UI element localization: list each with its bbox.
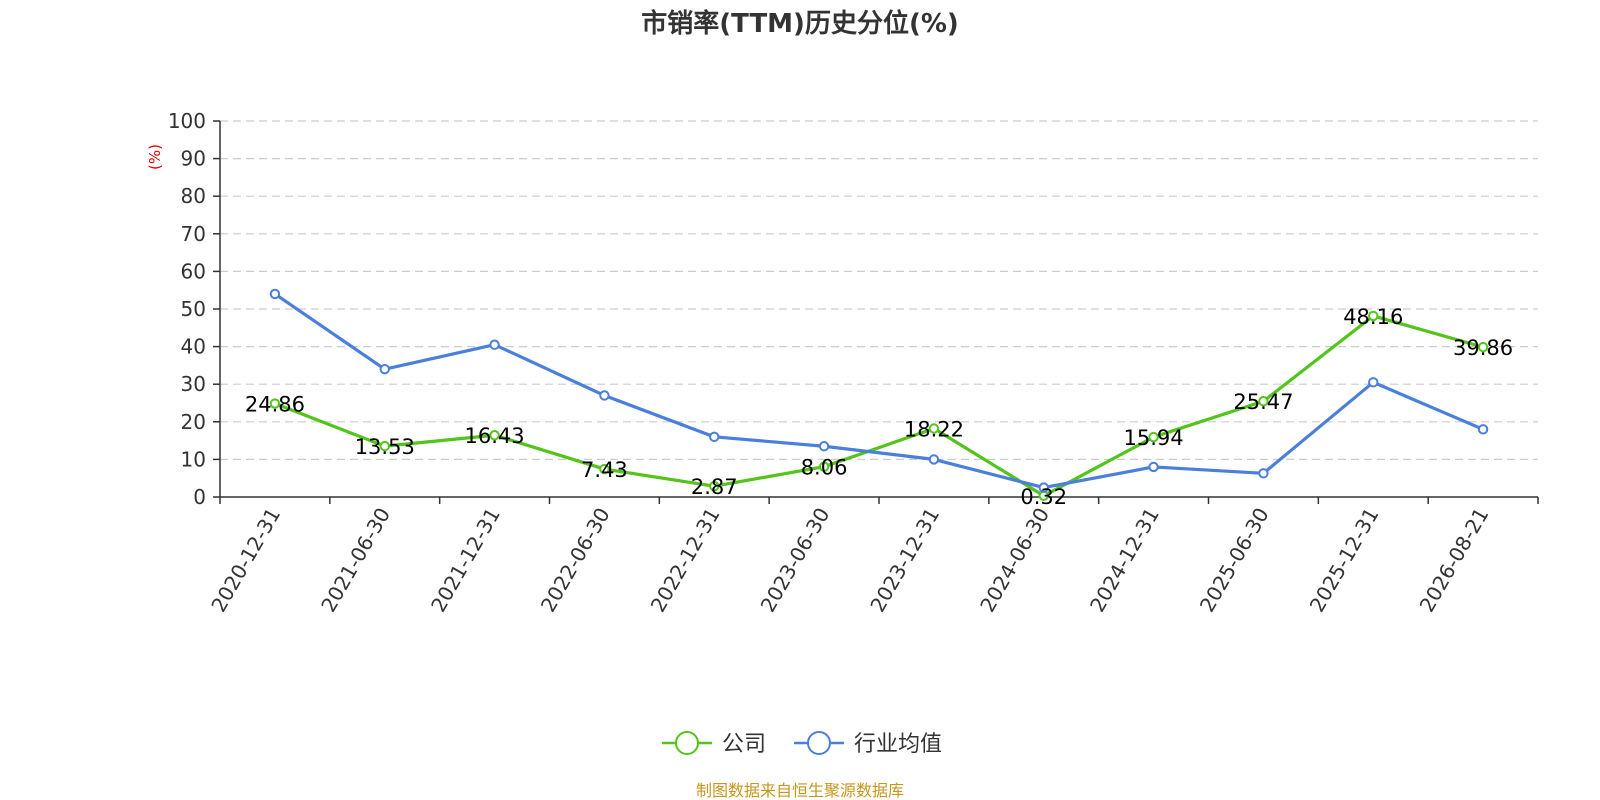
x-tick-label: 2022-12-31 xyxy=(646,504,725,617)
data-point xyxy=(709,481,720,492)
legend[interactable]: 公司 行业均值 xyxy=(662,731,942,757)
data-label: 24.86 xyxy=(245,393,305,417)
data-point xyxy=(818,441,830,452)
series-layer xyxy=(269,288,1489,501)
y-tick-label: 30 xyxy=(181,372,206,396)
data-label: 0.32 xyxy=(1020,485,1067,509)
legend-marker-icon xyxy=(807,731,831,755)
data-point xyxy=(489,430,500,441)
data-point xyxy=(1477,424,1489,435)
x-tick-label: 2025-12-31 xyxy=(1305,504,1384,617)
x-tick-label: 2026-08-21 xyxy=(1415,504,1494,617)
x-tick-label: 2025-06-30 xyxy=(1195,504,1274,617)
data-point xyxy=(1258,396,1269,407)
y-axis-unit: (%) xyxy=(146,144,164,170)
data-point xyxy=(269,398,281,409)
data-label: 25.47 xyxy=(1233,390,1293,414)
data-point xyxy=(489,339,500,350)
data-point xyxy=(379,363,390,375)
y-tick-label: 80 xyxy=(181,184,206,208)
x-tick-label: 2023-12-31 xyxy=(865,504,944,617)
data-point xyxy=(1258,468,1269,479)
data-label: 7.43 xyxy=(581,458,628,482)
data-label: 13.53 xyxy=(355,435,415,459)
y-tick-label: 40 xyxy=(181,335,206,359)
data-point xyxy=(599,463,610,475)
x-tick-label: 2024-12-31 xyxy=(1085,504,1164,617)
source-note: 制图数据来自恒生聚源数据库 xyxy=(696,781,904,800)
y-tick-label: 50 xyxy=(181,297,206,321)
data-point xyxy=(928,423,940,434)
series-line-0 xyxy=(274,314,1484,498)
data-point xyxy=(1368,377,1379,388)
y-tick-label: 0 xyxy=(193,485,206,509)
data-point xyxy=(269,288,281,300)
legend-label: 公司 xyxy=(722,732,766,757)
data-label: 15.94 xyxy=(1124,426,1184,450)
legend-marker-icon xyxy=(675,731,699,755)
data-point xyxy=(818,461,830,472)
x-tick-label: 2022-06-30 xyxy=(536,504,615,617)
data-label-layer: 24.86 13.53 16.43 7.43 2.87 8.06 18.22 0.32 15.9… xyxy=(245,305,1513,509)
data-point xyxy=(1368,310,1379,322)
data-point xyxy=(1038,482,1049,493)
legend-item-0[interactable]: 公司 xyxy=(662,731,766,757)
data-point xyxy=(599,390,610,401)
x-tick-label: 2021-06-30 xyxy=(316,504,395,617)
data-label: 2.87 xyxy=(691,475,738,499)
data-point xyxy=(1477,341,1489,353)
y-tick-label: 20 xyxy=(181,410,206,434)
data-label: 39.86 xyxy=(1453,336,1513,360)
y-tick-label: 10 xyxy=(181,447,206,471)
y-tick-label: 70 xyxy=(181,222,206,246)
data-label: 8.06 xyxy=(801,456,848,480)
y-tick-label: 60 xyxy=(181,259,206,283)
x-tick-label: 2021-12-31 xyxy=(426,504,505,617)
chart-title: 市销率(TTM)历史分位(%) xyxy=(641,8,959,39)
y-tick-label: 90 xyxy=(181,147,206,171)
data-point xyxy=(1148,461,1159,473)
legend-label: 行业均值 xyxy=(854,732,942,757)
grid-layer xyxy=(220,120,1538,460)
y-tick-label: 100 xyxy=(168,109,206,133)
data-label: 48.16 xyxy=(1343,305,1403,329)
x-tick-label: 2020-12-31 xyxy=(206,504,285,617)
data-point xyxy=(709,431,720,443)
x-tick-label: 2023-06-30 xyxy=(756,504,835,617)
legend-item-1[interactable]: 行业均值 xyxy=(794,731,942,757)
data-label: 16.43 xyxy=(465,424,525,448)
data-point xyxy=(928,454,940,465)
data-label: 18.22 xyxy=(904,417,964,441)
x-tick-label: 2024-06-30 xyxy=(975,504,1054,617)
data-point xyxy=(379,440,390,452)
series-line-1 xyxy=(274,292,1484,490)
data-point xyxy=(1148,431,1159,443)
